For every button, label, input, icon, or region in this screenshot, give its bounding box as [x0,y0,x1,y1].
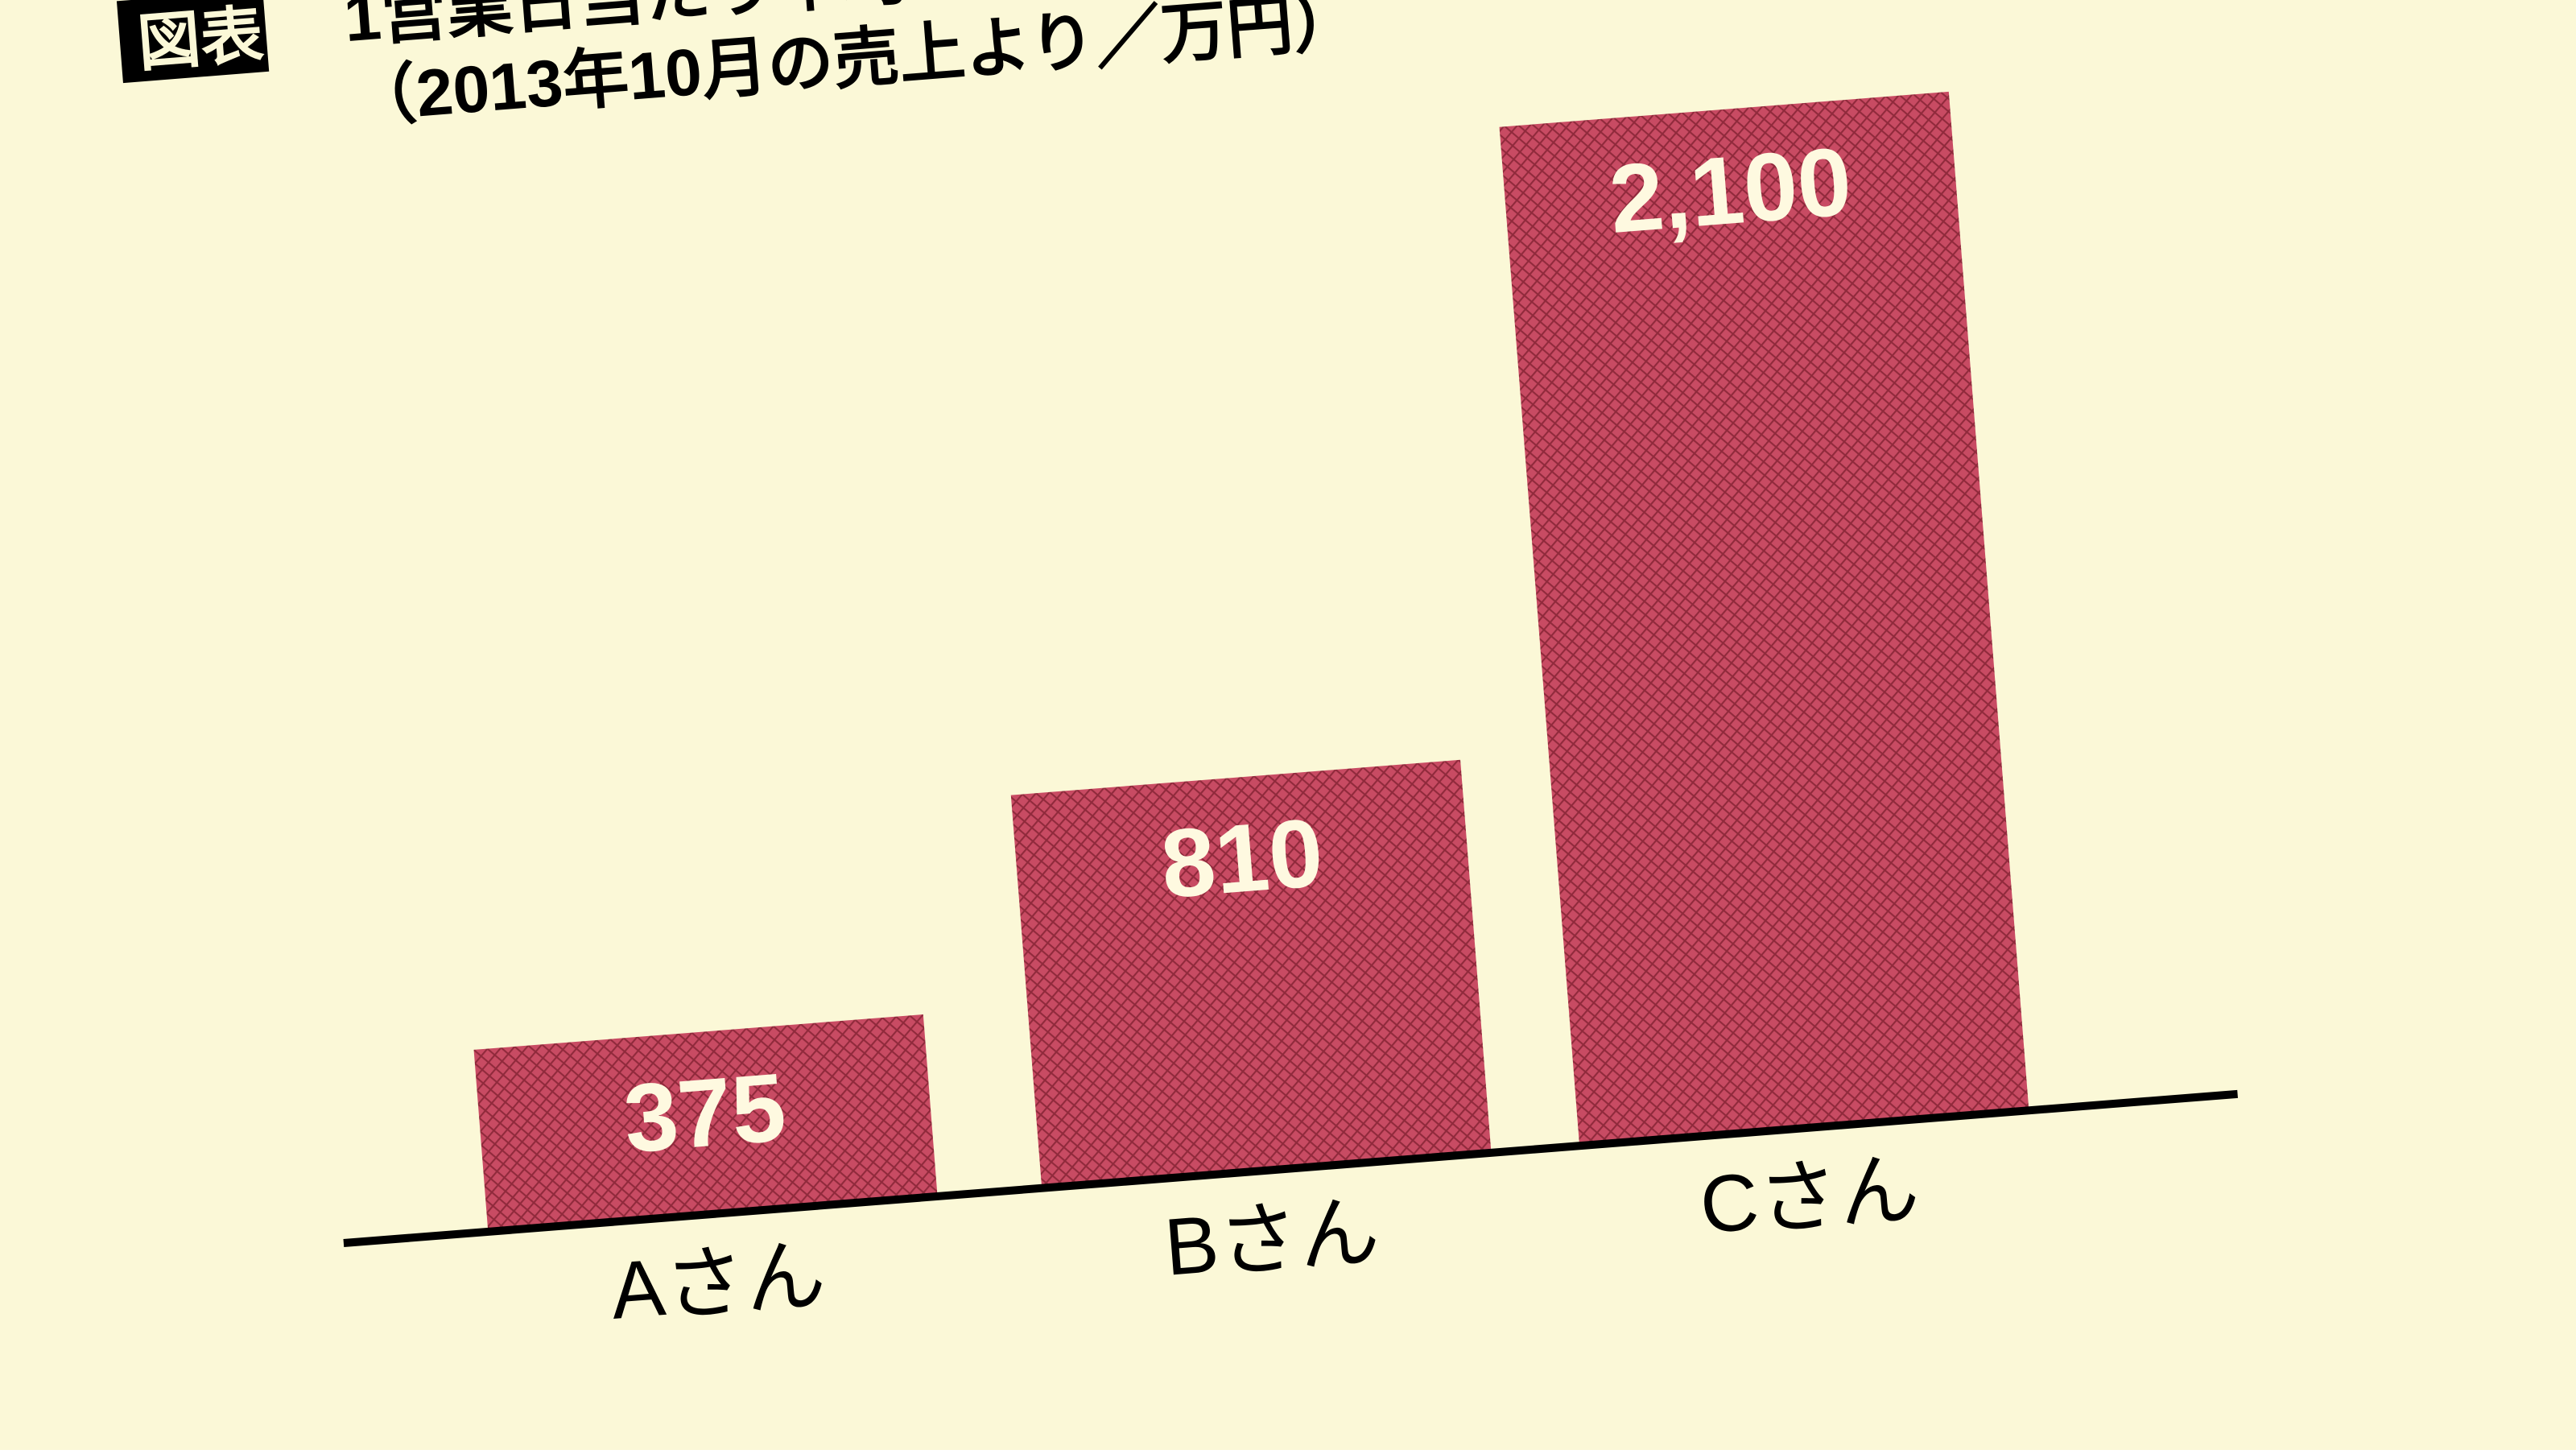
figure-badge-label: 図表1 [135,0,301,79]
bar [1500,92,2029,1146]
bar-value-label: 375 [621,1053,790,1173]
category-label: Bさん [1162,1186,1383,1293]
category-label: Cさん [1697,1143,1922,1250]
category-label: Aさん [608,1229,829,1336]
bar-value-label: 2,100 [1606,127,1856,254]
bar-value-label: 810 [1158,799,1327,919]
